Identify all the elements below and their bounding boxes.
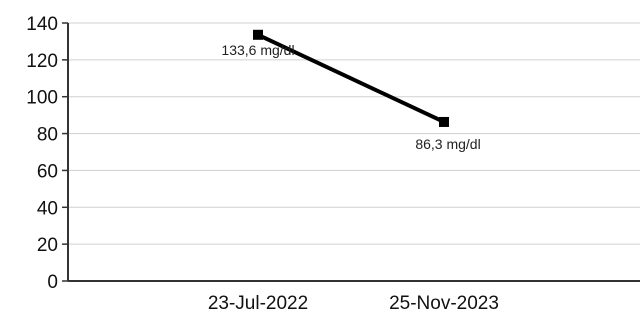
y-tick-label: 80 [37, 125, 58, 146]
y-tick-label: 0 [47, 272, 58, 293]
series-line [256, 32, 446, 124]
y-tick-label: 140 [26, 14, 58, 35]
data-labels: 133,6 mg/dl 86,3 mg/dl [221, 42, 480, 152]
x-axis-ticks: 23-Jul-2022 25-Nov-2023 [208, 293, 499, 314]
y-tick-label: 60 [37, 161, 58, 182]
y-tick-label: 100 [26, 88, 58, 109]
y-tick-label: 40 [37, 198, 58, 219]
gridlines [68, 22, 640, 245]
y-tick-label: 120 [26, 51, 58, 72]
y-axis-ticks: 0 20 40 60 80 100 120 140 [26, 14, 68, 293]
series-group [253, 29, 449, 127]
data-point-marker [439, 116, 449, 127]
data-point-marker [253, 29, 263, 40]
y-tick-label: 20 [37, 235, 58, 256]
x-tick-label: 23-Jul-2022 [208, 293, 308, 314]
x-tick-label: 25-Nov-2023 [389, 293, 499, 314]
data-label: 86,3 mg/dl [415, 136, 480, 152]
data-label: 133,6 mg/dl [221, 42, 294, 58]
